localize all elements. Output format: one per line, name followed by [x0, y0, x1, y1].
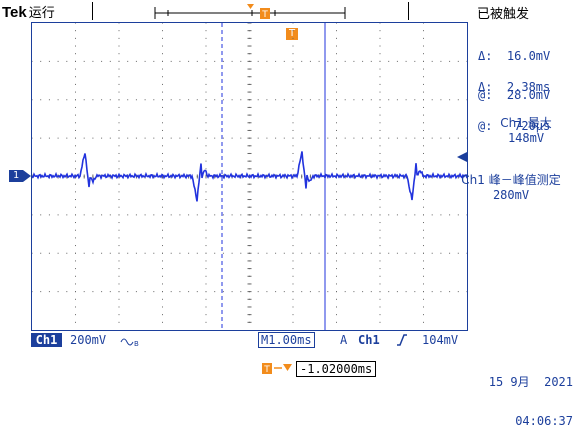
measurement-pk2pk-label: Ch1 峰－峰值测定 [461, 173, 561, 187]
trigger-level[interactable]: 104mV [422, 333, 459, 347]
bandwidth-limit-icon: B [120, 338, 139, 347]
record-position-indicator: T [154, 4, 346, 20]
svg-text:T: T [263, 365, 270, 375]
ch1-badge[interactable]: Ch1 [31, 333, 62, 347]
measurement-max: Ch1 最大 148mV [476, 114, 576, 145]
svg-text:B: B [134, 340, 139, 347]
trigger-position-marker[interactable]: T [286, 28, 298, 40]
timebase[interactable]: M1.00ms [258, 332, 315, 348]
time: 04:06:37 [515, 414, 573, 428]
svg-text:T: T [261, 10, 268, 20]
measurement-pk2pk-value: 280mV [492, 188, 530, 202]
measurement-pk2pk: Ch1 峰－峰值测定 280mV [446, 171, 576, 202]
ch1-ground-marker[interactable]: 1 [9, 170, 23, 182]
cursor-amp-readout: Δ: 16.0mV @: 28.0mV [478, 24, 550, 115]
status-divider [408, 2, 409, 20]
datetime: 15 9月 2021 04:06:37 [489, 350, 573, 441]
ch1-waveform [31, 151, 468, 202]
rising-edge-icon [397, 334, 407, 346]
graticule [31, 22, 468, 330]
cursor-amp-at: @: 28.0mV [478, 88, 551, 102]
cursor-time-readout: Δ: 2.38ms @: 720μs [478, 55, 550, 146]
trigger-source[interactable]: Ch1 [358, 333, 380, 347]
brand-name: Tek [2, 4, 27, 21]
waveform-display[interactable] [31, 22, 468, 331]
run-state: 运行 [28, 6, 55, 21]
cursor-amp-delta: Δ: 16.0mV [478, 49, 551, 63]
acquisition-mode: A [340, 333, 348, 347]
measurement-max-label: Ch1 最大 [500, 116, 552, 130]
brand-logo: Tek 运行 [2, 2, 55, 21]
ch1-marker-arrow [23, 170, 31, 182]
trigger-position-value[interactable]: -1.02000ms [296, 361, 377, 377]
header-divider [92, 2, 93, 20]
cursor-time-delta: Δ: 2.38ms [478, 80, 551, 94]
cursor-time-at: @: 720μs [478, 119, 551, 133]
trigger-status: 已被触发 [476, 7, 529, 22]
trigger-position-icon: T [262, 363, 292, 375]
trigger-level-arrow-icon[interactable] [457, 152, 467, 162]
volts-per-div[interactable]: 200mV [70, 333, 107, 347]
measurement-max-value: 148mV [507, 131, 545, 145]
